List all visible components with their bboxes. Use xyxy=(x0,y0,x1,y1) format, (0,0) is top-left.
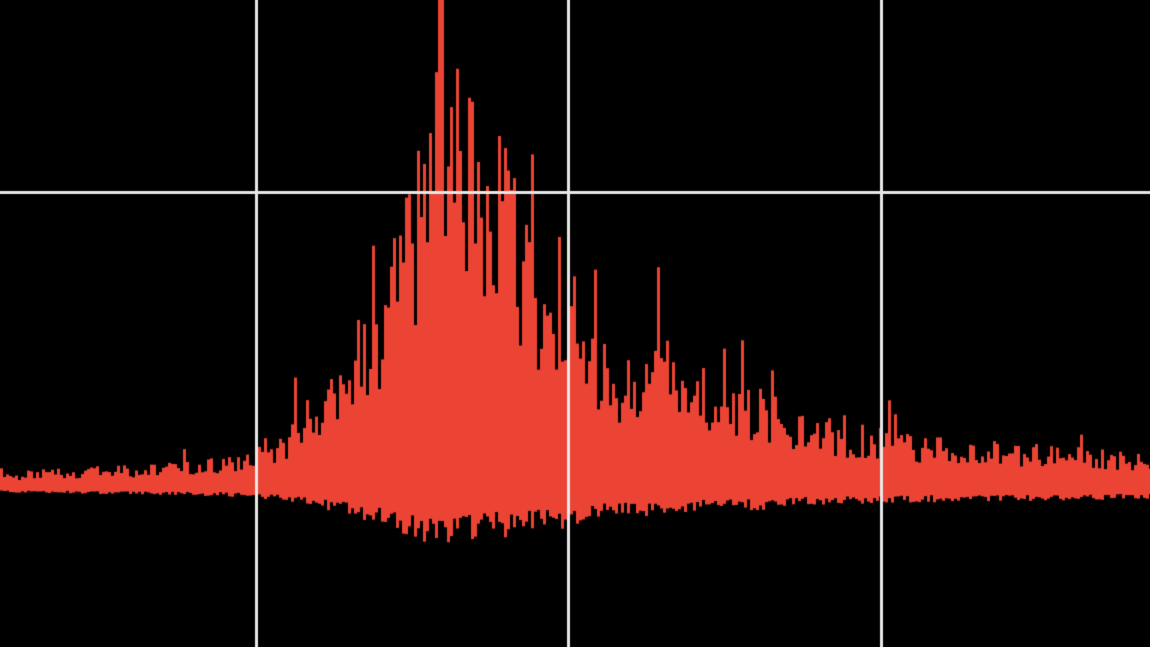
waveform-canvas xyxy=(0,0,1150,647)
waveform-chart xyxy=(0,0,1150,647)
